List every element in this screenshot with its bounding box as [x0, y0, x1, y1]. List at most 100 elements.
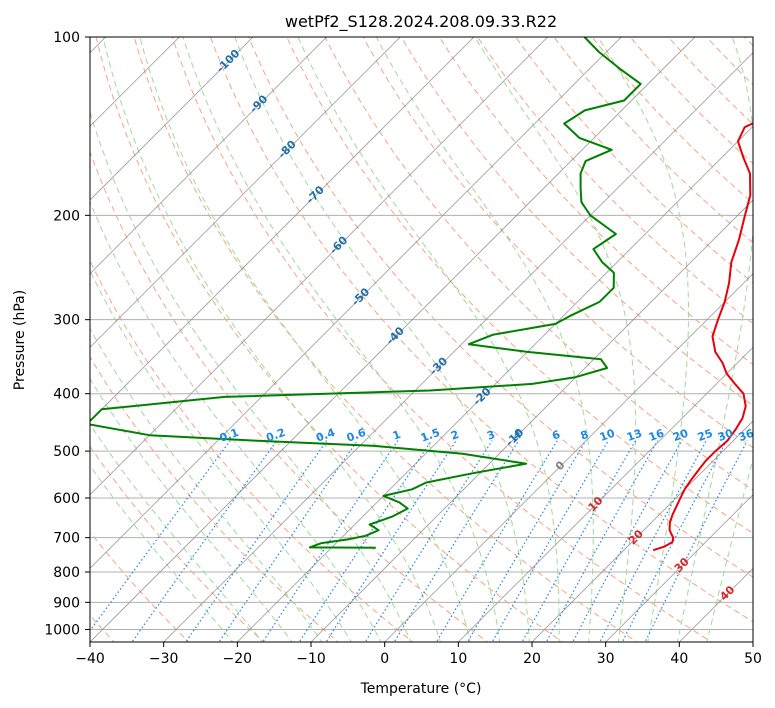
isotherm-line: [531, 420, 753, 642]
dry-adiabat-line: [171, 37, 713, 642]
x-tick-label: −20: [223, 651, 253, 667]
mixing-ratio-line: [491, 440, 609, 642]
y-tick-label: 900: [53, 595, 80, 611]
mixing-ratio-label: 1: [391, 428, 403, 443]
moist-adiabat-line: [90, 327, 323, 642]
moist-adiabat-line: [90, 377, 293, 642]
moist-adiabat-line: [375, 37, 594, 642]
moist-adiabats: [90, 37, 753, 642]
mixing-ratio-line: [364, 440, 493, 642]
mixing-ratio-line: [599, 440, 707, 642]
mixing-ratio-label: 1.5: [419, 426, 442, 445]
mixing-ratio-label: 0.1: [218, 426, 241, 445]
dry-adiabat-line: [248, 37, 753, 578]
dry-adiabat-line: [324, 37, 753, 491]
dry-adiabats: [90, 37, 753, 642]
isotherm-line: [605, 494, 753, 642]
x-tick-label: 50: [744, 651, 762, 667]
x-axis: −40 −30 −20 −10 0 10 20 30 40 50: [75, 642, 762, 667]
plot-area: 0.1 0.2 0.4 0.6 1 1.5 2 3 4 6 8 10 13 16 20 25 30 36-100-…: [90, 37, 753, 642]
y-axis-label: Pressure (hPa): [12, 290, 28, 390]
mixing-ratio-label: 2: [449, 428, 461, 443]
isotherm-line: [90, 37, 328, 275]
isotherm-line: [90, 37, 696, 642]
dry-adiabat-line: [362, 37, 753, 449]
x-tick-label: 30: [597, 651, 615, 667]
isotherm-line: [90, 37, 401, 348]
x-tick-label: 10: [449, 651, 467, 667]
dry-adiabat-line: [591, 37, 753, 204]
dewpoint-profile-line: [90, 37, 642, 549]
mixing-ratio-label: 13: [625, 427, 644, 444]
isotherm-line: [90, 37, 549, 496]
mixing-ratio-label: 6: [550, 428, 562, 443]
chart-title: wetPf2_S128.2024.208.09.33.R22: [285, 12, 557, 32]
dry-adiabat-line: [90, 259, 414, 642]
y-tick-label: 400: [53, 387, 80, 403]
moist-adiabat-line: [90, 464, 234, 642]
isotherm-line: [90, 37, 475, 422]
moist-adiabat-line: [102, 37, 441, 642]
mixing-ratio-line: [621, 440, 728, 642]
isotherm-line: [457, 346, 753, 642]
mixing-ratio-line: [298, 440, 432, 642]
x-tick-label: −10: [296, 651, 326, 667]
plot-frame: [89, 36, 754, 643]
moist-adiabat-line: [474, 37, 637, 642]
y-tick-label: 1000: [44, 622, 80, 638]
x-tick-label: 0: [380, 651, 389, 667]
mixing-ratio-label: 20: [671, 426, 690, 444]
y-tick-label: 500: [53, 444, 80, 460]
mixing-ratio-line: [572, 440, 683, 642]
temperature-profile-line: [652, 122, 753, 552]
mixing-ratio-line: [435, 440, 558, 642]
y-tick-label: 100: [53, 30, 80, 46]
mixing-ratio-line: [262, 440, 399, 642]
dry-adiabat-line: [400, 37, 753, 407]
y-tick-label: 600: [53, 491, 80, 507]
moist-adiabat-line: [706, 457, 753, 642]
mixing-ratio-line: [521, 440, 637, 642]
dry-adiabat-line: [133, 37, 638, 642]
isotherm-line: [310, 199, 753, 642]
y-tick-label: 300: [53, 313, 80, 329]
mixing-ratio-label: 16: [647, 426, 666, 444]
y-tick-label: 700: [53, 531, 80, 547]
x-axis-label: Temperature (°C): [360, 681, 482, 697]
dry-adiabat-line: [95, 37, 564, 642]
mixing-ratio-label: 3: [485, 428, 497, 443]
dry-adiabat-line: [629, 37, 753, 165]
isotherm-line: [90, 37, 254, 201]
dry-adiabat-line: [438, 37, 753, 366]
moist-adiabat-line: [676, 37, 753, 642]
mixing-ratio-line: [393, 440, 520, 642]
mixing-ratio-label: 0.6: [345, 426, 368, 445]
moist-adiabat-line: [90, 269, 352, 642]
profile-lines: [90, 37, 753, 552]
moist-adiabat-line: [182, 37, 501, 642]
isotherm-line: [90, 37, 622, 569]
moist-adiabat-line: [297, 37, 560, 642]
pressure-gridlines: [90, 37, 753, 630]
mixing-ratio-label: 10: [598, 426, 617, 444]
mixing-ratio-line: [131, 440, 278, 642]
x-tick-label: −40: [75, 651, 105, 667]
isotherms: [90, 37, 753, 642]
y-axis: 100 200 300 400 500 600 700 800 900 1000: [44, 30, 90, 638]
mixing-ratio-label: 30: [716, 426, 735, 444]
mixing-ratio-label: 8: [579, 428, 591, 443]
moist-adiabat-line: [90, 200, 382, 642]
mixing-ratio-label: 0.4: [314, 426, 337, 445]
dry-adiabat-line: [286, 37, 753, 534]
mixing-ratio-label: 0.2: [264, 426, 287, 445]
isotherm-line: [163, 52, 753, 642]
x-tick-label: 40: [670, 651, 688, 667]
mixing-ratio-line: [545, 440, 659, 642]
mixing-ratio-lines: [90, 440, 748, 642]
moist-adiabat-line: [597, 37, 689, 642]
mixing-ratio-label: 4: [512, 428, 524, 443]
dry-adiabat-line: [90, 445, 265, 642]
y-tick-label: 800: [53, 565, 80, 581]
mixing-ratio-label: 25: [696, 427, 715, 444]
